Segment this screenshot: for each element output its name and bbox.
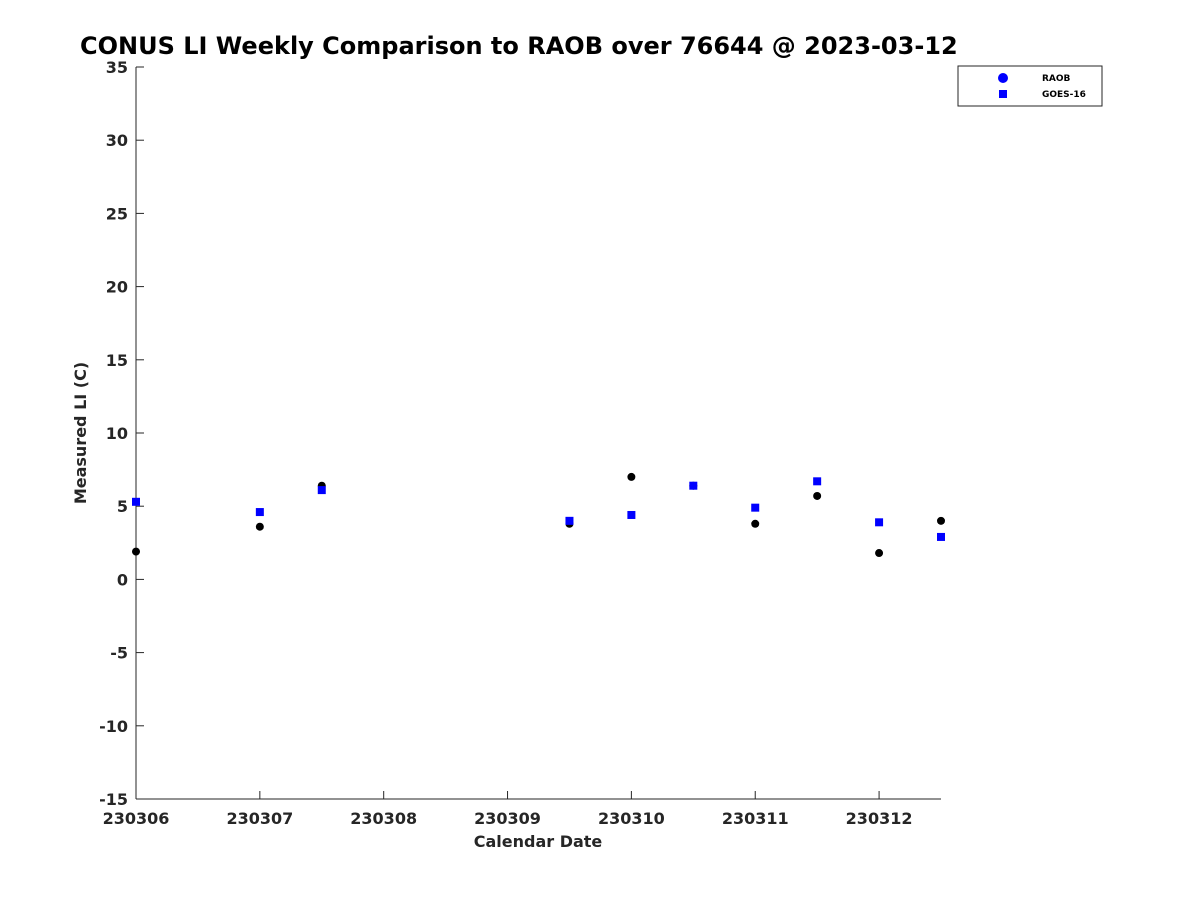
x-tick-label: 230306 [103, 809, 170, 828]
raob-point [132, 547, 140, 556]
raob-point [875, 549, 884, 558]
y-tick-label: 25 [106, 204, 128, 223]
series-raob [132, 472, 945, 558]
data-points [132, 472, 945, 558]
y-tick-label: 10 [106, 424, 128, 443]
legend-marker-raob [998, 73, 1008, 83]
series-goes-16 [132, 477, 945, 541]
goes16-point [813, 477, 822, 486]
legend-box [957, 65, 1103, 107]
goes16-point [255, 508, 264, 517]
y-tick-label: 0 [117, 570, 128, 589]
raob-point [813, 491, 822, 500]
chart-title: CONUS LI Weekly Comparison to RAOB over … [80, 32, 958, 60]
x-tick-label: 230307 [226, 809, 293, 828]
x-tick-label: 230309 [474, 809, 541, 828]
y-tick-label: 20 [106, 278, 128, 297]
goes16-point [565, 516, 574, 525]
x-axis: 230306 230307 230308 230309 230310 230311 2303… [103, 791, 941, 828]
raob-point [751, 519, 760, 528]
x-axis-label: Calendar Date [474, 832, 603, 851]
y-axis: -15 -10 -5 0 5 10 15 20 25 30 35 [99, 58, 144, 809]
y-tick-label: -15 [99, 790, 128, 809]
goes16-point [751, 503, 760, 512]
y-tick-label: 30 [106, 131, 128, 150]
raob-point [255, 522, 264, 531]
raob-point [627, 472, 636, 481]
x-tick-label: 230308 [350, 809, 417, 828]
raob-point [937, 516, 945, 525]
y-tick-label: 35 [106, 58, 128, 77]
goes16-point [132, 497, 140, 506]
goes16-point [317, 486, 326, 495]
legend-label: GOES-16 [1042, 90, 1086, 100]
goes16-point [937, 532, 945, 541]
goes16-point [627, 510, 636, 519]
y-axis-label: Measured LI (C) [71, 362, 90, 504]
y-tick-label: 15 [106, 351, 128, 370]
goes16-point [689, 481, 698, 490]
x-tick-label: 230310 [598, 809, 665, 828]
y-tick-label: -5 [110, 644, 128, 663]
y-tick-label: 5 [117, 497, 128, 516]
x-tick-label: 230312 [846, 809, 913, 828]
goes16-point [875, 518, 884, 527]
legend-label: RAOB [1042, 74, 1071, 84]
y-tick-label: -10 [99, 717, 128, 736]
legend: RAOB GOES-16 [957, 65, 1103, 107]
legend-marker-goes16 [999, 90, 1007, 98]
x-tick-label: 230311 [722, 809, 789, 828]
